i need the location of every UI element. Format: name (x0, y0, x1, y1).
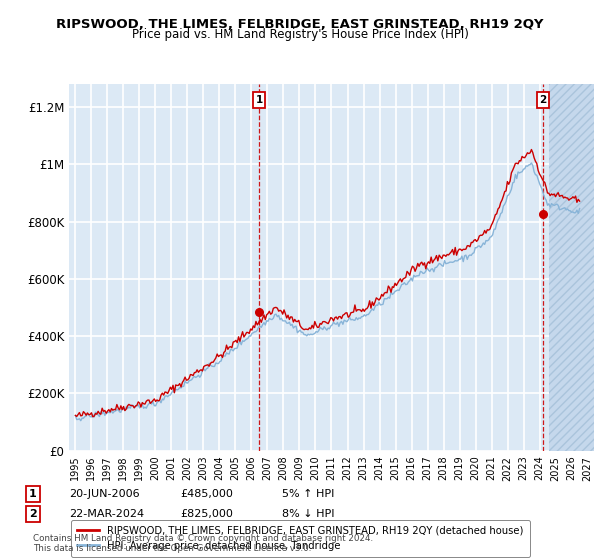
Legend: RIPSWOOD, THE LIMES, FELBRIDGE, EAST GRINSTEAD, RH19 2QY (detached house), HPI: : RIPSWOOD, THE LIMES, FELBRIDGE, EAST GRI… (71, 520, 530, 557)
Text: 20-JUN-2006: 20-JUN-2006 (69, 489, 140, 499)
Text: Contains HM Land Registry data © Crown copyright and database right 2024.
This d: Contains HM Land Registry data © Crown c… (33, 534, 373, 553)
Text: RIPSWOOD, THE LIMES, FELBRIDGE, EAST GRINSTEAD, RH19 2QY: RIPSWOOD, THE LIMES, FELBRIDGE, EAST GRI… (56, 18, 544, 31)
Text: £825,000: £825,000 (180, 509, 233, 519)
Text: £485,000: £485,000 (180, 489, 233, 499)
Text: 2: 2 (539, 95, 547, 105)
Text: 2: 2 (29, 509, 37, 519)
Bar (549, 84, 594, 451)
Text: 1: 1 (29, 489, 37, 499)
Text: 5% ↑ HPI: 5% ↑ HPI (282, 489, 334, 499)
Text: Price paid vs. HM Land Registry's House Price Index (HPI): Price paid vs. HM Land Registry's House … (131, 28, 469, 41)
Text: 22-MAR-2024: 22-MAR-2024 (69, 509, 144, 519)
Text: 8% ↓ HPI: 8% ↓ HPI (282, 509, 335, 519)
Text: 1: 1 (256, 95, 263, 105)
